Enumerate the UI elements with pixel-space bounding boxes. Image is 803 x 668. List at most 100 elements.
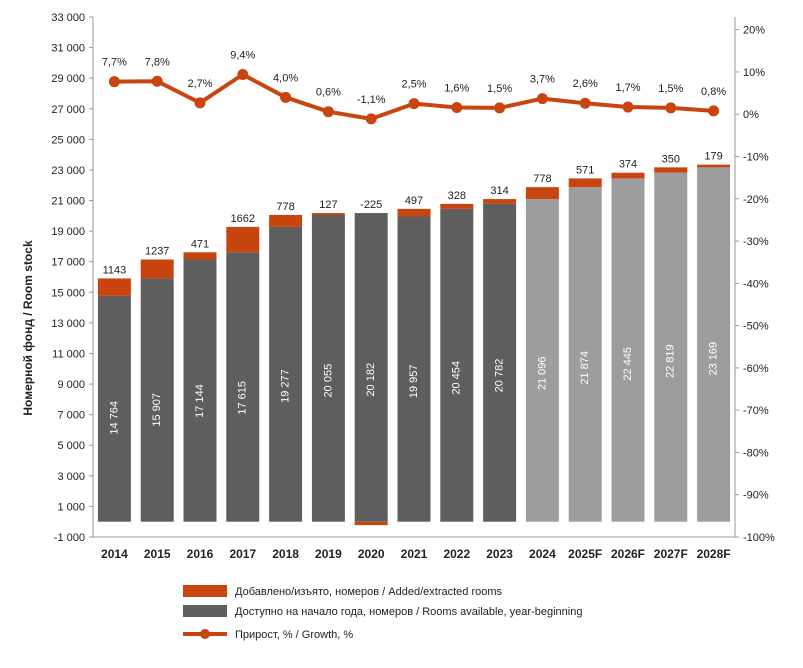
growth-label: 1,7% [615,82,640,94]
bar-added [483,199,517,204]
x-tick-label: 2015 [144,547,171,561]
bar-base [697,167,731,522]
y2-tick-label: -40% [743,278,769,290]
bar-added-label: 497 [405,195,423,207]
x-tick-label: 2028F [697,547,731,561]
bar-base-label: 14 764 [108,401,120,435]
bar-base [483,203,517,522]
bar-added-label: 179 [704,151,722,163]
y2-tick-label: 10% [743,67,765,79]
y2-tick-label: -100% [743,532,775,544]
bar-base [611,178,645,522]
y2-tick-label: -30% [743,236,769,248]
legend-label: Доступно на начало года, номеров / Rooms… [235,606,582,618]
bar-base-label: 21 096 [536,356,548,390]
bar-added-label: 778 [533,173,551,185]
bar-added [140,259,174,279]
growth-label: 7,8% [145,56,170,68]
bar-added [311,213,345,215]
bar-base [397,216,431,522]
x-tick-label: 2020 [358,547,385,561]
y-tick-label: 17 000 [51,257,85,269]
growth-point [280,91,292,103]
bar-added [697,164,731,168]
bar-added [183,252,217,260]
bar-added [440,203,474,209]
bar-base-label: 17 144 [194,384,206,418]
x-tick-label: 2019 [315,547,342,561]
growth-point [322,106,334,118]
legend-swatch-marker [200,629,210,639]
y2-tick-label: -20% [743,194,769,206]
bar-added [397,208,431,217]
legend: Добавлено/изъято, номеров / Added/extrac… [183,585,582,641]
x-tick-label: 2024 [529,547,556,561]
growth-label: 1,6% [444,82,469,94]
x-tick-label: 2027F [654,547,688,561]
y2-tick-label: 20% [743,25,765,37]
growth-point [622,101,634,113]
growth-point [579,97,591,109]
y-tick-label: 1 000 [57,501,85,513]
x-tick-label: 2016 [187,547,214,561]
bar-base-label: 22 819 [665,344,677,378]
y-tick-label: 23 000 [51,165,85,177]
x-tick-label: 2014 [101,547,128,561]
growth-point [151,75,163,87]
legend-label: Прирост, % / Growth, % [235,629,353,641]
bar-added-label: 1237 [145,246,169,258]
legend-swatch [183,605,227,617]
growth-point [108,76,120,88]
y-tick-label: 7 000 [57,410,85,422]
growth-label: 0,8% [701,86,726,98]
bar-base [440,208,474,522]
bar-base-label: 20 182 [365,363,377,397]
bar-added-label: -225 [360,199,382,211]
growth-line: 7,7% 7,8% 2,7% 9,4% 4,0% 0,6% -1,1% 2,5% 1,6% 1,5… [102,49,726,125]
bar-added-label: 571 [576,164,594,176]
bar-added-label: 314 [490,185,508,197]
bar-added-label: 374 [619,159,637,171]
y2-tick-label: -80% [743,447,769,459]
growth-point [451,101,463,113]
bar-base-label: 19 957 [408,364,420,398]
bar-base-label: 21 874 [579,351,591,385]
x-tick-label: 2026F [611,547,645,561]
x-tick-label: 2023 [486,547,513,561]
y-tick-label: 13 000 [51,318,85,330]
y-tick-label: 33 000 [51,12,85,24]
growth-label: 9,4% [230,49,255,61]
bar-added-label: 350 [662,153,680,165]
bar-added-label: 1143 [103,264,127,276]
y-tick-label: 25 000 [51,134,85,146]
growth-label: -1,1% [357,94,386,106]
bar-added [568,178,602,188]
growth-label: 1,5% [487,83,512,95]
y2-tick-label: 0% [743,109,759,121]
bar-added [611,172,645,179]
x-tick-label: 2021 [401,547,428,561]
growth-point [665,102,677,114]
bar-base [97,295,131,522]
y2-tick-label: -90% [743,490,769,502]
bar-base-label: 20 454 [451,361,463,395]
y-tick-label: 27 000 [51,104,85,116]
growth-label: 2,7% [187,78,212,90]
growth-point [536,93,548,105]
bar-added [654,167,688,173]
bar-base [354,213,388,522]
y-tick-label: 15 000 [51,287,85,299]
y-tick-label: 5 000 [57,440,85,452]
bar-added [269,214,303,227]
legend-swatch [183,585,227,597]
y-tick-label: 19 000 [51,226,85,238]
legend-label: Добавлено/изъято, номеров / Added/extrac… [235,586,503,598]
growth-point [708,105,720,117]
bar-extracted [354,521,388,526]
growth-label: 2,6% [573,78,598,90]
bar-base-label: 17 615 [237,381,249,415]
y-tick-label: 29 000 [51,73,85,85]
bar-added [226,226,260,253]
